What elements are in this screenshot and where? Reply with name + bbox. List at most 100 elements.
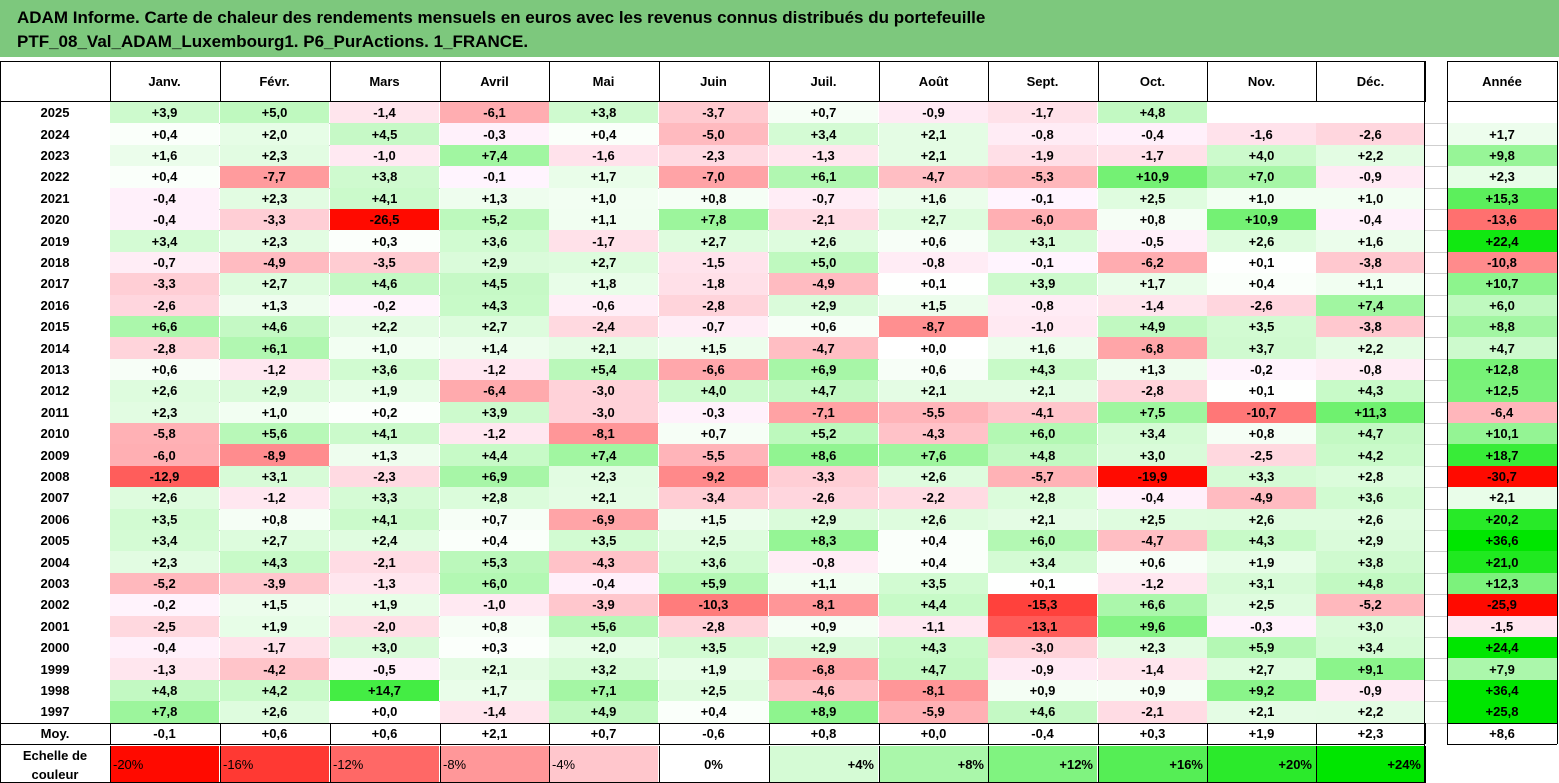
heatmap-cell: +3,6 bbox=[330, 358, 439, 381]
heatmap-cell: -0,4 bbox=[110, 187, 219, 209]
heatmap-cell: -1,8 bbox=[659, 273, 768, 295]
heatmap-cell: +1,4 bbox=[440, 337, 549, 359]
heatmap-cell: +7,5 bbox=[1098, 401, 1207, 423]
heatmap-cell: -4,9 bbox=[1207, 487, 1316, 509]
heatmap-cell: +3,4 bbox=[1316, 637, 1425, 659]
column-divider bbox=[1316, 61, 1317, 102]
heatmap-cell: -0,1 bbox=[988, 187, 1097, 209]
heatmap-cell: +1,3 bbox=[220, 294, 329, 316]
heatmap-cell: -3,3 bbox=[110, 273, 219, 295]
heatmap-cell: -7,1 bbox=[769, 401, 878, 423]
heatmap-cell: +5,0 bbox=[220, 102, 329, 124]
heatmap-cell: +1,5 bbox=[659, 508, 768, 530]
column-header-3: Mars bbox=[330, 61, 439, 101]
column-header-8: Août bbox=[879, 61, 988, 101]
heatmap-cell: -1,1 bbox=[879, 615, 988, 637]
heatmap-cell: +4,8 bbox=[1098, 102, 1207, 124]
heatmap-cell: +0,6 bbox=[879, 230, 988, 252]
heatmap-cell: +0,9 bbox=[988, 679, 1097, 702]
heatmap-cell: -2,2 bbox=[879, 487, 988, 509]
average-cell: +0,0 bbox=[879, 722, 988, 744]
row-label-2000: 2000 bbox=[0, 637, 110, 659]
heatmap-cell: -5,0 bbox=[659, 123, 768, 145]
heatmap-cell: +2,8 bbox=[440, 487, 549, 509]
heatmap-cell: +7,8 bbox=[659, 209, 768, 231]
year-total-cell: +12,3 bbox=[1447, 572, 1557, 595]
heatmap-cell: +6,6 bbox=[110, 316, 219, 338]
heatmap-cell: +0,7 bbox=[440, 508, 549, 530]
column-divider bbox=[1316, 722, 1317, 744]
heatmap-cell: +4,6 bbox=[330, 273, 439, 295]
heatmap-cell: +5,6 bbox=[220, 423, 329, 445]
heatmap-cell: -2,6 bbox=[110, 294, 219, 316]
heatmap-cell: -0,1 bbox=[988, 251, 1097, 274]
column-divider bbox=[330, 61, 331, 102]
heatmap-cell: +3,1 bbox=[1207, 572, 1316, 595]
heatmap-cell: +2,7 bbox=[220, 530, 329, 552]
heatmap-cell: -0,8 bbox=[879, 251, 988, 274]
heatmap-cell: +3,0 bbox=[330, 637, 439, 659]
color-scale-step: 0% bbox=[659, 746, 768, 783]
heatmap-cell: +2,6 bbox=[1207, 230, 1316, 252]
heatmap-cell: +1,6 bbox=[110, 144, 219, 167]
heatmap-cell: -2,4 bbox=[549, 316, 658, 338]
heatmap-cell: -1,0 bbox=[440, 594, 549, 616]
heatmap-cell: +2,6 bbox=[879, 465, 988, 488]
heatmap-cell: +2,4 bbox=[330, 530, 439, 552]
heatmap-cell: +3,4 bbox=[110, 230, 219, 252]
heatmap-cell: +7,0 bbox=[1207, 166, 1316, 188]
heatmap-cell: +1,1 bbox=[769, 572, 878, 595]
column-header-1: Janv. bbox=[110, 61, 219, 101]
heatmap-cell: +1,0 bbox=[549, 187, 658, 209]
heatmap-cell: +4,1 bbox=[330, 423, 439, 445]
heatmap-cell: +3,5 bbox=[1207, 316, 1316, 338]
heatmap-cell: +4,8 bbox=[1316, 572, 1425, 595]
heatmap-cell: +2,0 bbox=[549, 637, 658, 659]
heatmap-cell: +2,9 bbox=[220, 380, 329, 402]
heatmap-cell: -0,4 bbox=[549, 572, 658, 595]
heatmap-cell: -3,5 bbox=[330, 251, 439, 274]
color-scale-step: -20% bbox=[110, 746, 219, 783]
heatmap-cell: -0,8 bbox=[1316, 358, 1425, 381]
column-divider bbox=[440, 61, 441, 102]
heatmap-cell: -1,6 bbox=[549, 144, 658, 167]
average-row-label: Moy. bbox=[0, 722, 110, 744]
heatmap-cell: +4,9 bbox=[1098, 316, 1207, 338]
year-total-cell: -6,4 bbox=[1447, 401, 1557, 423]
heatmap-cell: -0,2 bbox=[110, 594, 219, 616]
heatmap-cell: +2,1 bbox=[988, 380, 1097, 402]
heatmap-cell: +3,5 bbox=[110, 508, 219, 530]
heatmap-cell: -6,8 bbox=[769, 658, 878, 680]
heatmap-cell: -2,1 bbox=[1098, 701, 1207, 723]
year-total-cell: +24,4 bbox=[1447, 637, 1557, 659]
year-total-cell: +12,5 bbox=[1447, 380, 1557, 402]
column-divider bbox=[549, 746, 550, 783]
heatmap-cell: -1,4 bbox=[440, 701, 549, 723]
row-label-2013: 2013 bbox=[0, 358, 110, 381]
heatmap-cell: +4,3 bbox=[440, 294, 549, 316]
heatmap-cell: +2,7 bbox=[879, 209, 988, 231]
heatmap-cell: +3,4 bbox=[769, 123, 878, 145]
heatmap-cell: +0,6 bbox=[110, 358, 219, 381]
average-year-cell: +8,6 bbox=[1447, 722, 1557, 744]
heatmap-cell: -2,3 bbox=[659, 144, 768, 167]
column-divider bbox=[549, 722, 550, 744]
row-label-2006: 2006 bbox=[0, 508, 110, 530]
heatmap-cell: +2,7 bbox=[220, 273, 329, 295]
heatmap-cell: +3,8 bbox=[549, 102, 658, 124]
heatmap-cell: +1,7 bbox=[440, 679, 549, 702]
heatmap-cell: +4,8 bbox=[110, 679, 219, 702]
heatmap-cell: -6,4 bbox=[440, 380, 549, 402]
heatmap-cell: +4,7 bbox=[1316, 423, 1425, 445]
heatmap-cell: +5,0 bbox=[769, 251, 878, 274]
year-total-cell: +10,7 bbox=[1447, 273, 1557, 295]
heatmap-cell: -0,5 bbox=[330, 658, 439, 680]
heatmap-cell: -3,0 bbox=[988, 637, 1097, 659]
heatmap-cell: +4,9 bbox=[549, 701, 658, 723]
heatmap-cell: +2,1 bbox=[879, 380, 988, 402]
heatmap-cell: -2,0 bbox=[330, 615, 439, 637]
column-divider bbox=[879, 61, 880, 102]
heatmap-cell: +5,2 bbox=[769, 423, 878, 445]
heatmap-cell: +2,3 bbox=[220, 187, 329, 209]
